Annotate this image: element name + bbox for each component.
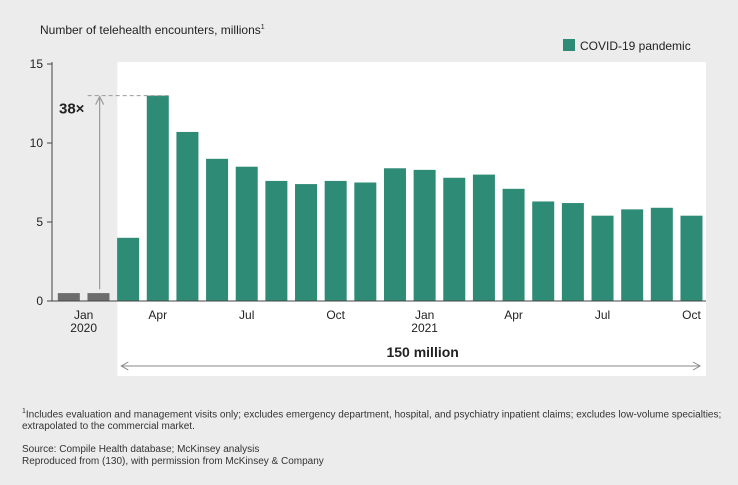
- reproduced-text: Reproduced from (130), with permission f…: [22, 456, 324, 467]
- y-tick-label: 5: [36, 215, 43, 229]
- bar-pandemic: [354, 182, 377, 301]
- bar-pandemic: [117, 237, 140, 301]
- x-tick-label: Jul: [595, 308, 610, 322]
- y-tick-label: 15: [30, 57, 44, 71]
- bar-pandemic: [472, 174, 495, 301]
- bar-pandemic: [265, 180, 288, 301]
- x-tick-label: Oct: [326, 308, 345, 322]
- bar-pandemic: [383, 168, 406, 301]
- y-tick-label: 0: [36, 294, 43, 308]
- title-footnote-mark: 1: [261, 24, 265, 31]
- bar-pandemic: [532, 201, 555, 301]
- bar-pandemic: [502, 188, 525, 301]
- chart-title-text: Number of telehealth encounters, million…: [40, 23, 261, 37]
- x-tick-label-year: 2020: [70, 321, 97, 335]
- y-axis: 0 5 10 15: [30, 57, 53, 308]
- total-label: 150 million: [386, 344, 458, 360]
- total-range-left-arrowhead: [120, 361, 129, 371]
- x-tick-label-year: 2021: [411, 321, 438, 335]
- legend-swatch: [563, 39, 575, 51]
- bar-pandemic: [561, 203, 584, 301]
- bar-pandemic: [176, 131, 199, 301]
- x-tick-label: Apr: [504, 308, 523, 322]
- x-tick-label: Apr: [148, 308, 167, 322]
- telehealth-bar-chart: Number of telehealth encounters, million…: [30, 23, 707, 376]
- bar-pandemic: [324, 180, 347, 301]
- bar-pandemic: [443, 177, 466, 301]
- x-tick-label: Jan: [74, 308, 93, 322]
- footnote: 1Includes evaluation and management visi…: [22, 406, 722, 433]
- bar-pre-pandemic: [57, 293, 80, 301]
- bar-pandemic: [650, 207, 673, 301]
- bar-pandemic: [591, 215, 614, 301]
- source-note: Source: Compile Health database; McKinse…: [22, 444, 722, 468]
- x-tick-label: Jul: [239, 308, 254, 322]
- multiplier-annotation: 38×: [59, 95, 169, 290]
- bar-pandemic: [680, 215, 703, 301]
- footnote-text: Includes evaluation and management visit…: [22, 409, 722, 433]
- legend-label: COVID-19 pandemic: [580, 39, 691, 53]
- x-tick-label: Oct: [682, 308, 701, 322]
- total-range-right-arrowhead: [692, 361, 702, 371]
- bar-pre-pandemic: [87, 293, 110, 301]
- bar-pandemic: [206, 158, 229, 301]
- bar-pandemic: [146, 95, 169, 301]
- bar-pandemic: [621, 209, 644, 301]
- bar-pandemic: [413, 169, 436, 301]
- multiplier-label: 38×: [59, 101, 85, 118]
- footnote-mark: 1: [22, 408, 26, 415]
- y-tick-label: 10: [30, 136, 44, 150]
- total-annotation: 150 million: [120, 344, 702, 371]
- bar-pandemic: [235, 166, 258, 301]
- source-text: Source: Compile Health database; McKinse…: [22, 444, 260, 455]
- bars: [57, 95, 703, 301]
- multiplier-arrowhead: [95, 95, 105, 105]
- chart-title: Number of telehealth encounters, million…: [40, 23, 265, 37]
- bar-pandemic: [295, 184, 318, 301]
- x-tick-label: Jan: [415, 308, 434, 322]
